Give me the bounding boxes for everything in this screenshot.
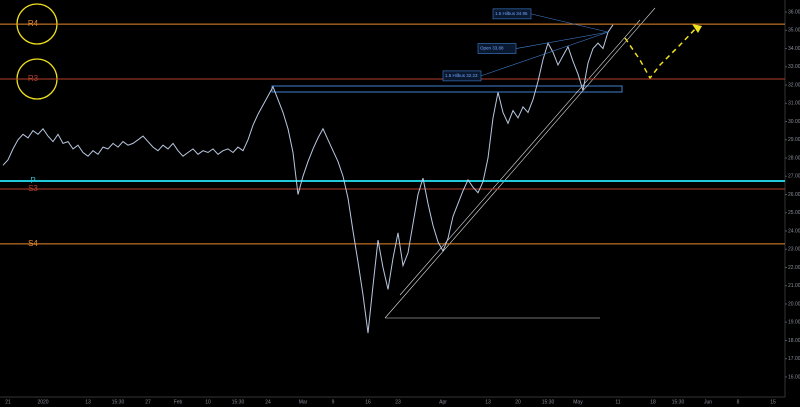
level-label: S4 (28, 239, 38, 248)
y-tick-label: 22.00 (788, 265, 800, 271)
annotation-text: 1.5 Hilbus 32.23 (445, 73, 478, 78)
y-tick-label: 17.00 (788, 356, 800, 362)
y-tick-label: 20.00 (788, 301, 800, 307)
level-label: P (30, 176, 35, 185)
x-tick-label: Jun (704, 399, 712, 405)
x-tick-label: 2020 (37, 399, 48, 405)
y-tick-label: 33.00 (788, 64, 800, 70)
x-tick-label: 23 (395, 399, 401, 405)
y-tick-label: 32.00 (788, 82, 800, 88)
x-tick-label: Feb (174, 399, 183, 405)
x-tick-label: 10 (205, 399, 211, 405)
y-tick-label: 19.00 (788, 320, 800, 326)
x-tick-label: 20 (515, 399, 521, 405)
annotation-text: Open 33.88 (480, 46, 504, 51)
y-tick-label: 35.00 (788, 28, 800, 34)
annotation: 1.5 Hilbus 34.95 (492, 8, 609, 33)
y-tick-label: 21.00 (788, 283, 800, 289)
x-tick-label: 8 (737, 399, 740, 405)
level-label: R3 (28, 74, 39, 83)
x-tick-label: Apr (439, 399, 447, 405)
zone (271, 85, 623, 93)
level-label: R4 (28, 19, 39, 28)
y-tick-label: 16.00 (788, 374, 800, 380)
x-tick-label: 15 (770, 399, 776, 405)
x-tick-label: May (573, 399, 583, 405)
x-tick-label: 9 (332, 399, 335, 405)
x-tick-label: 15:30 (542, 399, 555, 405)
annotation-text: 1.5 Hilbus 34.95 (495, 11, 528, 16)
x-tick-label: Mar (299, 399, 308, 405)
channel (384, 7, 656, 319)
y-tick-label: 24.00 (788, 228, 800, 234)
x-tick-label: 21 (5, 399, 11, 405)
x-tick-label: 16 (365, 399, 371, 405)
y-tick-label: 23.00 (788, 247, 800, 253)
price-line (2, 24, 614, 334)
y-tick-label: 25.00 (788, 210, 800, 216)
x-tick-label: 27 (145, 399, 151, 405)
y-tick-label: 27.00 (788, 174, 800, 180)
annotation-pointer (480, 31, 609, 77)
x-tick-label: 13 (485, 399, 491, 405)
channel (399, 19, 641, 296)
annotation-pointer (530, 13, 609, 33)
y-tick-label: 30.00 (788, 119, 800, 125)
y-tick-label: 18.00 (788, 338, 800, 344)
annotation: 1.5 Hilbus 32.23 (442, 31, 609, 82)
x-tick-label: 15:30 (672, 399, 685, 405)
y-tick-label: 36.00 (788, 9, 800, 15)
y-tick-label: 34.00 (788, 46, 800, 52)
y-tick-label: 29.00 (788, 137, 800, 143)
annotation: Open 33.88 (477, 31, 609, 54)
x-tick-label: 18 (650, 399, 656, 405)
x-tick-label: 15:30 (112, 399, 125, 405)
x-tick-label: 24 (265, 399, 271, 405)
y-tick-label: 26.00 (788, 192, 800, 198)
x-tick-label: 11 (615, 399, 620, 405)
x-tick-label: 13 (85, 399, 91, 405)
arrow-head (692, 24, 702, 33)
projection (624, 25, 699, 80)
x-tick-label: 15:30 (232, 399, 245, 405)
annotation-pointer (515, 31, 609, 49)
y-tick-label: 31.00 (788, 101, 800, 107)
level-label: S3 (28, 184, 38, 193)
y-tick-label: 28.00 (788, 155, 800, 161)
